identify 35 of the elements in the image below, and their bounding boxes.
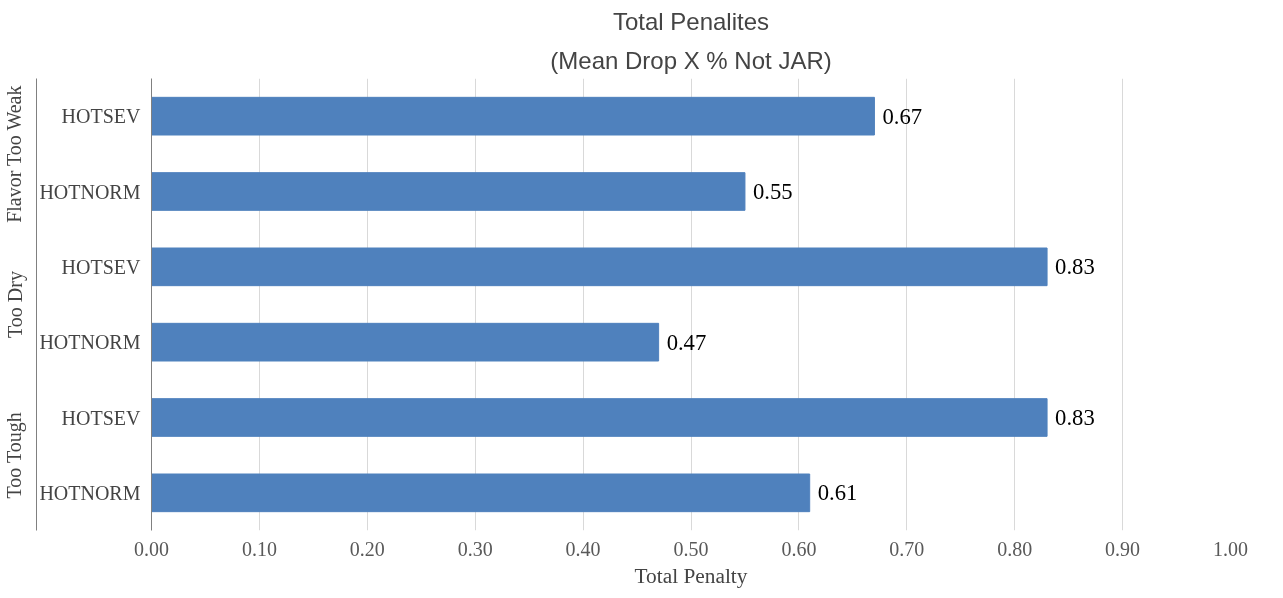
x-tick-label: 0.70 — [889, 537, 925, 560]
y-tick-label: HOTSEV — [61, 255, 142, 278]
x-tick-label: 0.10 — [241, 537, 277, 560]
y-tick-label: HOTNORM — [39, 331, 141, 354]
x-tick-label: 0.30 — [457, 537, 493, 560]
bar — [151, 473, 811, 513]
x-axis-title: Total Penalty — [634, 563, 748, 588]
x-tick-label: 0.60 — [781, 537, 817, 560]
data-label: 0.67 — [882, 103, 923, 129]
data-label: 0.55 — [752, 179, 793, 204]
bar — [151, 247, 1048, 287]
y-tick-label: HOTNORM — [39, 481, 141, 504]
chart-subtitle: (Mean Drop X % Not JAR) — [550, 46, 832, 74]
data-label: 0.47 — [666, 329, 707, 355]
y-tick-label: HOTSEV — [61, 406, 142, 429]
x-tick-label: 0.40 — [565, 537, 601, 560]
bar — [151, 172, 746, 211]
x-tick-label: 0.20 — [349, 537, 385, 560]
y-tick-label: HOTNORM — [39, 180, 141, 203]
bar — [151, 96, 875, 136]
data-label: 0.61 — [817, 480, 858, 506]
bar — [151, 398, 1048, 437]
x-tick-label: 1.00 — [1213, 537, 1248, 560]
x-tick-label: 0.50 — [673, 537, 709, 560]
data-label: 0.83 — [1055, 254, 1095, 280]
text: Too Tough — [3, 412, 27, 499]
x-tick-label: 0.90 — [1105, 537, 1141, 560]
text: Flavor Too Weak — [3, 85, 26, 223]
x-tick-label: 0.00 — [134, 537, 169, 560]
data-label: 0.83 — [1055, 405, 1095, 430]
chart-title: Total Penalites — [612, 7, 770, 35]
text: Too Dry — [3, 271, 27, 338]
bar — [151, 322, 660, 362]
y-tick-label: HOTSEV — [61, 105, 142, 128]
x-tick-label: 0.80 — [997, 537, 1033, 560]
